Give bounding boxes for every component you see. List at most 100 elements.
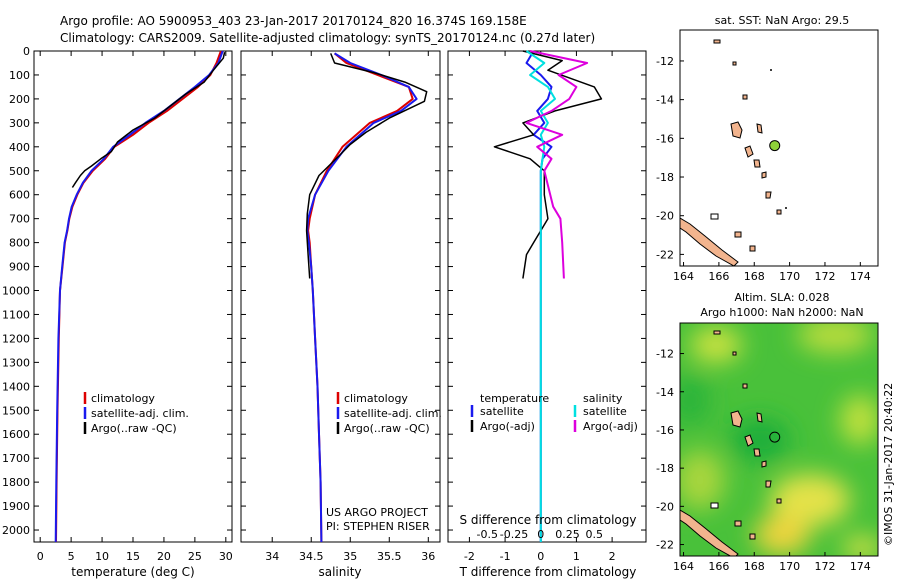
salinity-diff-tick-label: -0.25	[500, 528, 528, 541]
depth-tick-label: 300	[9, 117, 30, 130]
sla-blob-low	[730, 418, 790, 462]
island-banks-2	[742, 383, 748, 389]
temperature-xlabel: temperature (deg C)	[71, 565, 194, 579]
island-banks-2	[742, 94, 748, 100]
salinity-difference-ticks: -0.5 -0.25 0 0.25 0.5	[477, 528, 604, 541]
depth-tick-label: 700	[9, 213, 30, 226]
sla-blob-mid	[680, 450, 725, 510]
island-efate	[753, 448, 761, 457]
x-tick-label: 34.5	[299, 550, 324, 563]
map-x-tick-label: 174	[850, 270, 871, 283]
legend-label-climatology: climatology	[91, 392, 155, 405]
sla-blob-high	[842, 536, 878, 556]
argo-float-marker	[769, 140, 781, 152]
island-erromango-north	[761, 460, 767, 468]
island-reef	[710, 502, 719, 509]
depth-tick-label: 400	[9, 141, 30, 154]
x-tick-label: 20	[157, 550, 171, 563]
island-erromango	[765, 191, 772, 199]
map-y-tick-label: -16	[656, 132, 674, 145]
map-y-tick-label: -18	[656, 462, 674, 475]
legend-title-salinity: salinity	[583, 392, 623, 405]
legend-label-argo: Argo(..raw -QC)	[344, 422, 430, 435]
new-caledonia-shape	[680, 217, 739, 266]
x-tick-label: 15	[126, 550, 140, 563]
new-caledonia-shape	[680, 509, 739, 556]
salinity-difference-xlabel: S difference from climatology	[460, 513, 637, 527]
map-x-tick-label: 166	[708, 560, 729, 573]
sla-blob-low	[680, 375, 710, 425]
sst-map-land	[680, 39, 787, 266]
island-loyalty-1	[749, 533, 756, 540]
map-y-tick-label: -22	[656, 539, 674, 552]
map-x-tick-label: 170	[779, 270, 800, 283]
series-line-3	[71, 52, 226, 188]
sla-blob-high	[770, 474, 850, 526]
island-reef	[710, 213, 719, 220]
map-x-tick-label: 172	[814, 560, 835, 573]
map-y-tick-label: -14	[656, 386, 674, 399]
map-y-tick-label: -16	[656, 424, 674, 437]
x-tick-label: -1	[500, 550, 511, 563]
series-line-1	[55, 50, 222, 543]
island-maewo	[756, 123, 763, 134]
series-line-1	[307, 52, 414, 543]
argo-float-marker	[769, 431, 781, 443]
x-tick-label: -2	[464, 550, 475, 563]
island-loyalty-2	[734, 231, 742, 238]
pi-annotation: PI: STEPHEN RISER	[326, 520, 430, 533]
legend-label-salinity-satellite: satellite	[583, 405, 627, 418]
depth-axis: 0 100 200 300 400 500 600 700 800 900 1000 1100 1200…	[2, 45, 30, 537]
map-y-tick-label: -18	[656, 171, 674, 184]
imos-credit: ©IMOS 31-Jan-2017 20:40:22	[882, 383, 895, 546]
map-x-tick-label: 166	[708, 270, 729, 283]
x-tick-label: 10	[95, 550, 109, 563]
depth-tick-label: 1600	[2, 428, 30, 441]
islet-dot	[770, 69, 772, 71]
island-espiritu-santo	[730, 121, 743, 139]
depth-tick-label: 1100	[2, 308, 30, 321]
salinity-legend: climatology satellite-adj. clim. Argo(..…	[336, 392, 442, 435]
sla-blob-high	[797, 323, 873, 353]
temperature-legend: climatology satellite-adj. clim. Argo(..…	[83, 392, 189, 435]
island-tanna	[776, 498, 782, 504]
salinity-diff-tick-label: 0.25	[555, 528, 580, 541]
map-x-tick-label: 172	[814, 270, 835, 283]
difference-legend: temperature salinity satellite Argo(-adj…	[470, 392, 638, 433]
x-tick-label: 1	[573, 550, 580, 563]
depth-tick-label: 1300	[2, 356, 30, 369]
depth-tick-label: 600	[9, 189, 30, 202]
depth-tick-label: 1400	[2, 380, 30, 393]
x-tick-label: 0	[537, 550, 544, 563]
temperature-axes-frame	[33, 50, 233, 543]
island-malekula	[744, 145, 754, 158]
map-y-tick-label: -20	[656, 500, 674, 513]
island-efate	[753, 159, 761, 168]
depth-tick-label: 1200	[2, 332, 30, 345]
salinity-axes-frame	[240, 50, 441, 543]
depth-tick-label: 0	[23, 45, 30, 58]
legend-label-climatology: climatology	[344, 392, 408, 405]
depth-tick-label: 1000	[2, 285, 30, 298]
sla-map-field	[680, 323, 878, 556]
x-tick-label: 5	[68, 550, 75, 563]
depth-tick-label: 500	[9, 165, 30, 178]
island-torres	[713, 39, 721, 44]
sla-map-title-1: Altim. SLA: 0.028	[734, 291, 829, 304]
x-tick-label: 0	[37, 550, 44, 563]
salinity-diff-tick-label: -0.5	[477, 528, 498, 541]
map-x-tick-label: 168	[744, 560, 765, 573]
sst-map-title: sat. SST: NaN Argo: 29.5	[715, 14, 849, 27]
salinity-xlabel: salinity	[318, 565, 361, 579]
island-erromango	[765, 480, 772, 488]
sla-blobs	[680, 323, 878, 556]
islet-dot	[785, 207, 787, 209]
map-y-tick-label: -14	[656, 94, 674, 107]
temperature-plot: 0 5 10 15 20 25 30	[34, 50, 233, 563]
series-line-2	[54, 50, 224, 543]
sla-map-axes: 164 166 168 170 172 174 -12 -14 -16 -18 -20 -22	[656, 348, 871, 573]
depth-tick-label: 1800	[2, 476, 30, 489]
series-line-2	[306, 52, 418, 543]
map-x-tick-label: 164	[673, 270, 694, 283]
island-malekula	[744, 434, 754, 447]
